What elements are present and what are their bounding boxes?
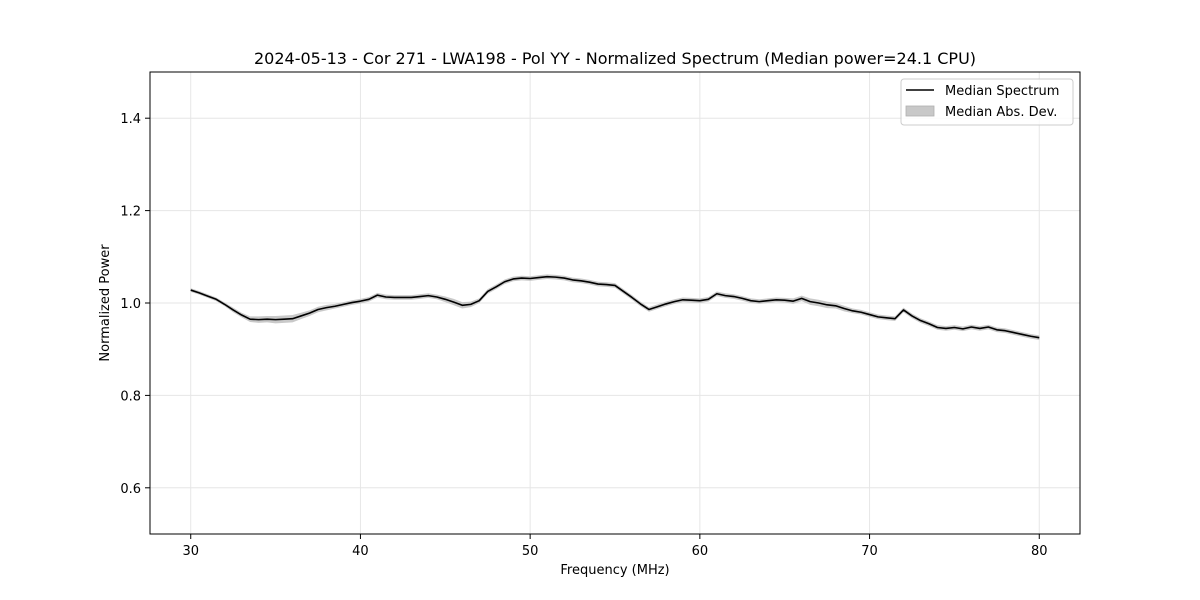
x-axis-label: Frequency (MHz) [560,563,669,578]
x-tick-label: 60 [692,544,709,559]
x-tick-label: 30 [182,544,199,559]
y-axis-label: Normalized Power [98,244,113,362]
legend-box [900,78,1074,126]
x-tick-label: 80 [1031,544,1048,559]
mad-band-layer [190,274,1040,340]
x-axis-ticks: 30 40 50 60 70 80 [182,534,1048,559]
y-tick-label: 0.8 [120,389,141,404]
x-tick-label: 40 [352,544,369,559]
x-tick-label: 70 [861,544,878,559]
legend: Median Spectrum Median Abs. Dev. [900,78,1074,126]
median-abs-dev-band [190,274,1040,340]
y-axis-ticks: 0.6 0.8 1.0 1.2 1.4 [120,112,150,497]
chart-title: 2024-05-13 - Cor 271 - LWA198 - Pol YY -… [254,49,976,68]
y-tick-label: 1.2 [120,205,141,220]
grid [150,72,1080,534]
legend-median-label: Median Spectrum [945,84,1059,99]
legend-mad-label: Median Abs. Dev. [945,105,1057,120]
median-spectrum-line [190,275,1040,339]
y-tick-label: 0.6 [120,482,141,497]
y-tick-label: 1.0 [120,297,141,312]
legend-mad-swatch [905,105,935,117]
median-line-layer [190,275,1040,339]
y-tick-label: 1.4 [120,112,141,127]
x-tick-label: 50 [522,544,539,559]
